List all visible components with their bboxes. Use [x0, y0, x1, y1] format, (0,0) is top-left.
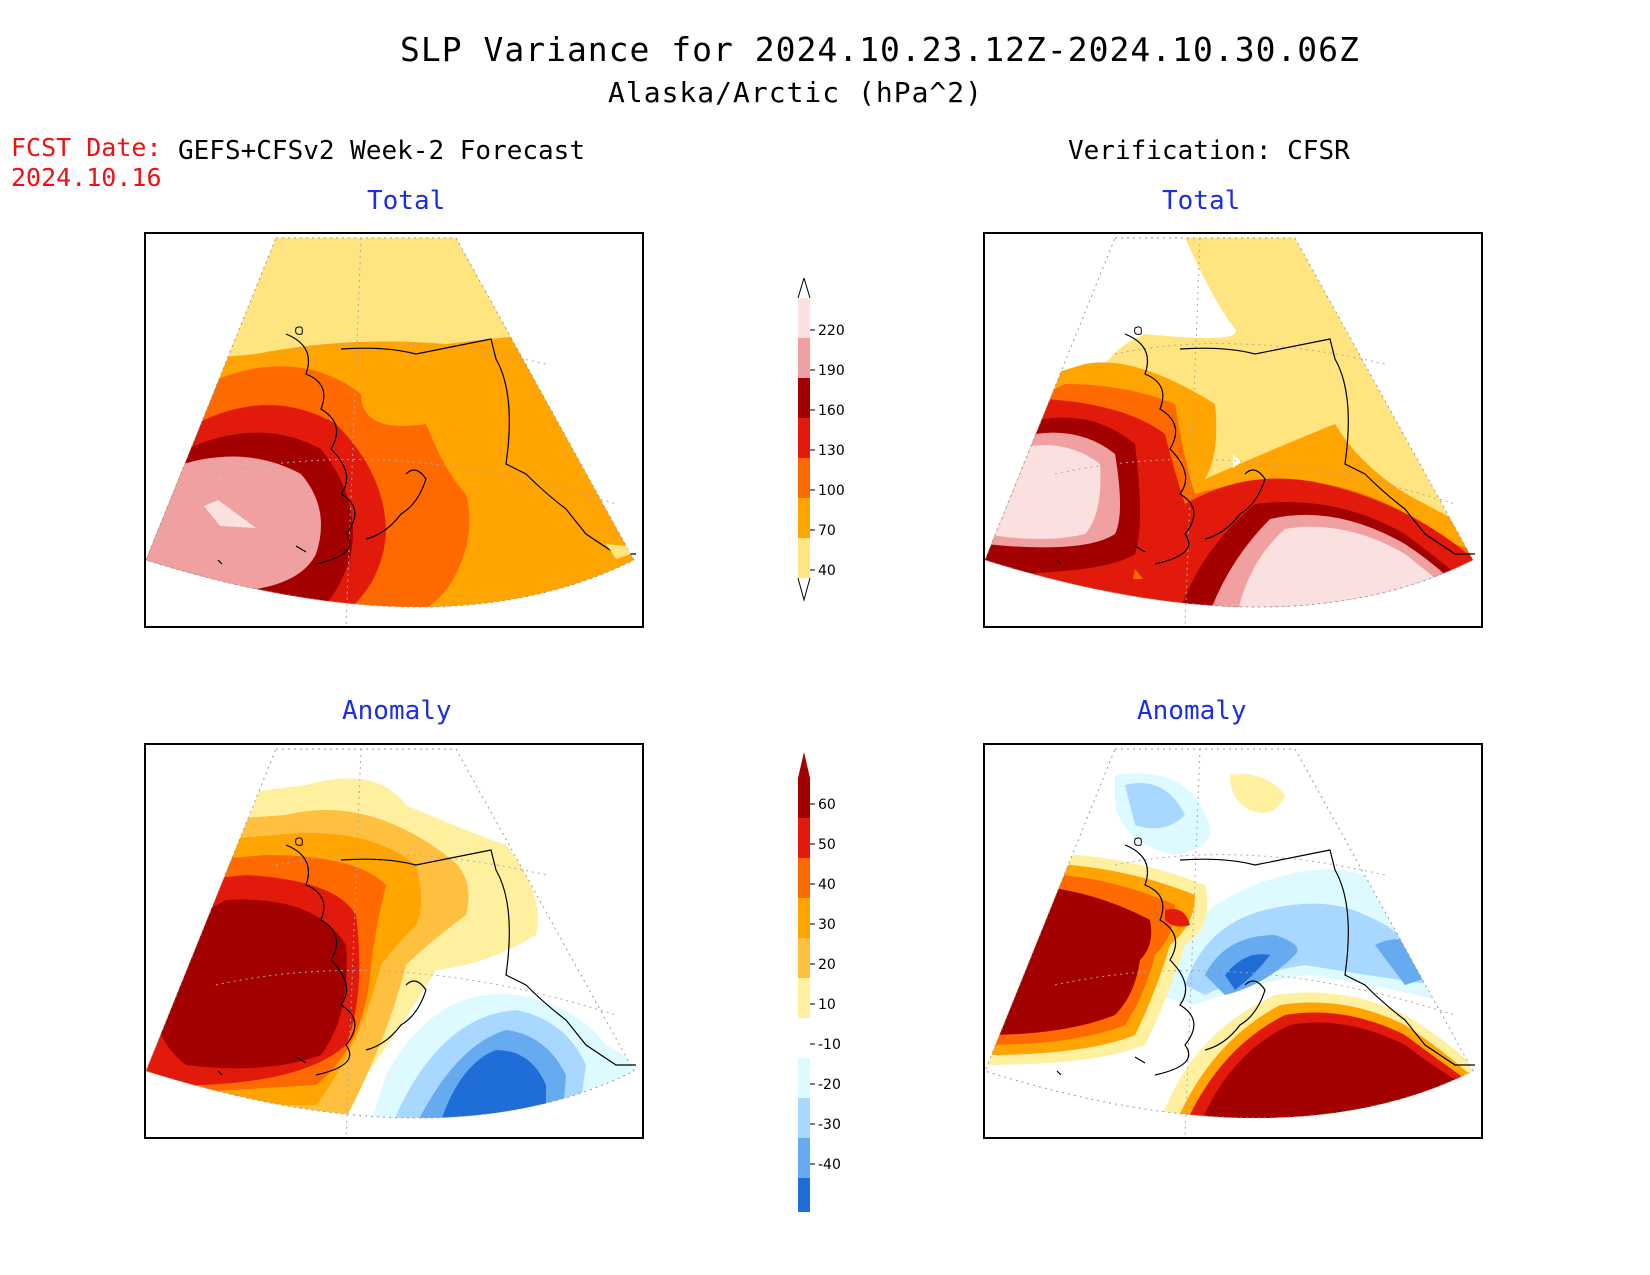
- anomaly-colorbar-tick-label: 20: [818, 957, 836, 973]
- anomaly-colorbar-tick-label: -30: [818, 1117, 841, 1133]
- anomaly-colorbar-segment: [798, 818, 810, 858]
- total-colorbar-top-end: [797, 278, 811, 299]
- fcst-date-value: 2024.10.16: [11, 163, 162, 192]
- forecast-total-map: [144, 232, 644, 628]
- anomaly-colorbar-segment: [798, 938, 810, 978]
- anomaly-colorbar-tick-label: -10: [818, 1037, 841, 1053]
- anomaly-colorbar-tick-label: 50: [818, 837, 836, 853]
- verification-column-heading: Verification: CFSR: [1068, 136, 1350, 166]
- total-colorbar: 220 190 160 130 100 70 40: [797, 278, 845, 602]
- anomaly-colorbar-tick-label: -20: [818, 1077, 841, 1093]
- total-colorbar-segment: [798, 538, 810, 578]
- verification-anomaly-label: Anomaly: [1137, 696, 1247, 726]
- total-colorbar-segment: [798, 458, 810, 498]
- anomaly-colorbar-segment: [798, 1058, 810, 1098]
- total-colorbar-tick-label: 100: [818, 483, 845, 499]
- verification-total-map: [983, 232, 1483, 628]
- forecast-total-label: Total: [367, 186, 446, 216]
- anomaly-colorbar-tick-label: 60: [818, 797, 836, 813]
- anomaly-colorbar-tick-label: -40: [818, 1157, 841, 1173]
- anomaly-colorbar-tick-label: 30: [818, 917, 836, 933]
- forecast-column-heading: GEFS+CFSv2 Week-2 Forecast: [178, 136, 585, 166]
- total-colorbar-bottom-end: [797, 577, 811, 602]
- anomaly-colorbar-bottom-end: [798, 1178, 810, 1212]
- anomaly-colorbar-segment: [798, 1138, 810, 1178]
- total-colorbar-segment: [798, 498, 810, 538]
- total-colorbar-tick-label: 40: [818, 563, 836, 579]
- anomaly-colorbar-segment: [798, 1098, 810, 1138]
- anomaly-colorbar-segment: [798, 858, 810, 898]
- anomaly-colorbar-tick-label: 40: [818, 877, 836, 893]
- total-colorbar-segment: [798, 298, 810, 338]
- anomaly-colorbar-segment: [798, 898, 810, 938]
- verification-total-label: Total: [1162, 186, 1241, 216]
- anomaly-colorbar-segment: [798, 778, 810, 818]
- forecast-anomaly-map: [144, 743, 644, 1139]
- total-colorbar-tick-label: 160: [818, 403, 845, 419]
- verification-anomaly-map: [983, 743, 1483, 1139]
- total-colorbar-segment: [798, 378, 810, 418]
- total-colorbar-segment: [798, 418, 810, 458]
- total-colorbar-tick-label: 220: [818, 323, 845, 339]
- anomaly-colorbar-top-end: [798, 752, 810, 778]
- total-colorbar-tick-label: 70: [818, 523, 836, 539]
- chart-title: SLP Variance for 2024.10.23.12Z-2024.10.…: [400, 30, 1360, 69]
- fcst-date-label: FCST Date:: [11, 133, 162, 162]
- forecast-anomaly-label: Anomaly: [342, 696, 452, 726]
- anomaly-colorbar-tick-label: 10: [818, 997, 836, 1013]
- anomaly-colorbar-segment: [798, 978, 810, 1018]
- total-colorbar-segment: [798, 338, 810, 378]
- total-colorbar-tick-label: 130: [818, 443, 845, 459]
- anomaly-colorbar: 60 50 40 30 20 10 -10 -20 -30 -40: [798, 752, 841, 1212]
- total-colorbar-tick-label: 190: [818, 363, 845, 379]
- anomaly-colorbar-segment: [798, 1018, 810, 1058]
- chart-subtitle: Alaska/Arctic (hPa^2): [608, 76, 984, 109]
